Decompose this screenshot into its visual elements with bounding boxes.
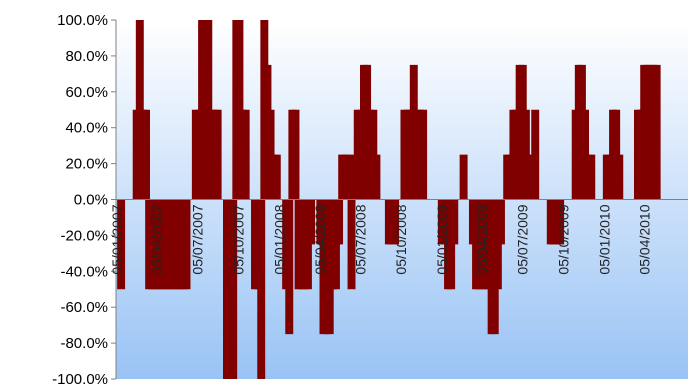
- bar: [587, 154, 596, 200]
- bar: [266, 109, 275, 200]
- y-tick-label: -80.0%: [60, 335, 108, 352]
- y-tick-label: -20.0%: [60, 227, 108, 244]
- bar: [612, 109, 621, 200]
- bar: [213, 109, 222, 200]
- bar: [615, 154, 624, 200]
- bar: [291, 109, 300, 200]
- bar: [459, 154, 468, 200]
- x-tick-label: 05/04/2010: [637, 204, 653, 274]
- bar: [372, 154, 381, 200]
- x-tick-label: 05/01/2008: [271, 204, 287, 274]
- bar: [369, 109, 378, 200]
- bar: [182, 199, 191, 290]
- x-tick-label: 05/07/2007: [190, 204, 206, 274]
- y-tick-label: 60.0%: [65, 84, 108, 101]
- y-tick-label: -100.0%: [52, 371, 108, 385]
- bar: [531, 109, 540, 200]
- bar: [521, 109, 530, 200]
- bar: [229, 199, 238, 379]
- x-tick-label: 05/01/2010: [596, 204, 612, 274]
- bar: [556, 199, 565, 245]
- bar: [419, 109, 428, 200]
- bar: [450, 199, 459, 245]
- x-tick-label: 05/01/2009: [434, 204, 450, 274]
- x-tick-label: 05/04/2009: [474, 204, 490, 274]
- bar: [497, 199, 505, 245]
- y-tick-label: -60.0%: [60, 299, 108, 316]
- bar: [391, 199, 400, 245]
- bar: [347, 199, 356, 290]
- x-axis: 05/01/2007 05/04/2007 05/07/2007 05/10/2007…: [109, 204, 653, 274]
- bar: [335, 199, 344, 245]
- x-tick-label: 05/10/2007: [230, 204, 246, 274]
- y-axis: 100.0% 80.0% 60.0% 40.0% 20.0% 0.0% -20.0% -40.…: [52, 12, 116, 385]
- x-tick-label: 05/04/2008: [312, 204, 328, 274]
- bar: [652, 64, 661, 200]
- bar: [117, 199, 126, 290]
- y-tick-label: 100.0%: [57, 12, 108, 29]
- x-tick-label: 05/10/2008: [393, 204, 409, 274]
- bar-series: [117, 20, 661, 379]
- x-tick-label: 05/10/2009: [556, 204, 572, 274]
- bar: [285, 199, 294, 335]
- x-tick-label: 05/07/2009: [515, 204, 531, 274]
- y-tick-label: 0.0%: [74, 192, 108, 209]
- y-tick-label: 20.0%: [65, 156, 108, 173]
- x-tick-label: 05/04/2007: [149, 204, 165, 274]
- bar: [142, 109, 150, 200]
- bar: [272, 154, 281, 200]
- y-tick-label: -40.0%: [60, 263, 108, 280]
- bar: [307, 199, 316, 245]
- x-tick-label: 05/07/2008: [352, 204, 368, 274]
- bar: [581, 109, 589, 200]
- y-tick-label: 80.0%: [65, 48, 108, 65]
- bar: [344, 154, 353, 200]
- bar: [241, 109, 250, 200]
- bar: [257, 199, 266, 379]
- x-tick-label: 05/01/2007: [109, 204, 125, 274]
- y-tick-label: 40.0%: [65, 120, 108, 137]
